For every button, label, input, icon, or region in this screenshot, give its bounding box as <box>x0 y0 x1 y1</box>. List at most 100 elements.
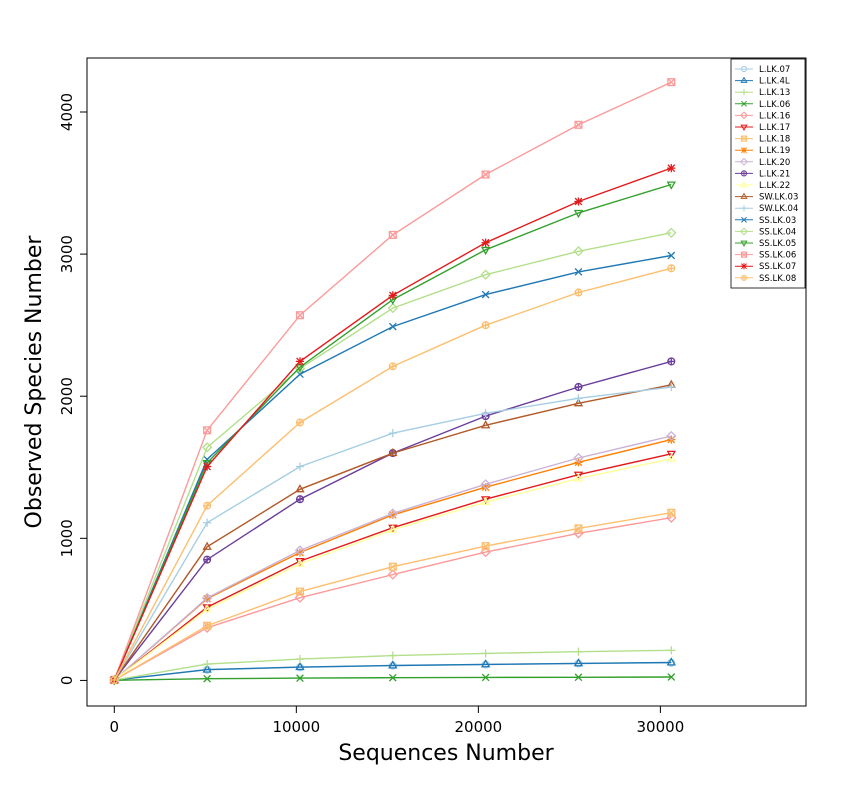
data-point <box>203 621 212 630</box>
data-point <box>202 541 212 550</box>
legend-items: L.LK.07 L.LK.4LL.LK.13 L.LK.06L.LK.16 L.LK.… <box>735 65 798 284</box>
legend-marker <box>740 227 748 236</box>
data-point <box>295 484 305 493</box>
data-point <box>295 357 305 366</box>
y-tick-label: 1000 <box>58 519 76 557</box>
data-point <box>666 181 676 190</box>
data-point <box>480 479 491 490</box>
legend-marker <box>741 100 747 107</box>
legend: L.LK.07 L.LK.4LL.LK.13 L.LK.06L.LK.16 L.LK.… <box>730 58 806 289</box>
data-point <box>667 78 676 87</box>
legend-marker <box>740 240 748 248</box>
legend-label: L.LK.16 <box>759 111 790 121</box>
series-line <box>113 232 672 681</box>
data-point <box>296 370 304 379</box>
data-point <box>574 382 583 392</box>
data-point <box>203 462 212 471</box>
data-point <box>388 562 397 571</box>
legend-item: SW.LK.03 <box>735 192 798 203</box>
data-point <box>294 545 306 556</box>
legend-item: SS.LK.08 <box>735 274 796 284</box>
data-point <box>387 569 398 580</box>
data-point <box>295 661 305 671</box>
y-tick-label: 0 <box>58 676 76 686</box>
data-point <box>667 646 676 655</box>
legend-label: L.LK.21 <box>759 169 790 179</box>
legend-item: SS.LK.05 <box>735 239 796 249</box>
data-point <box>480 420 491 429</box>
y-tick-label: 3000 <box>58 235 76 273</box>
data-point <box>667 382 676 392</box>
plot-layer <box>109 78 677 686</box>
data-point <box>388 429 397 438</box>
data-point <box>666 657 676 666</box>
legend-item: SW.LK.04 <box>735 204 798 214</box>
legend-marker <box>740 274 748 281</box>
legend-marker <box>740 135 748 142</box>
legend-label: L.LK.07 <box>759 65 790 75</box>
data-point <box>481 673 490 682</box>
legend-marker <box>740 192 748 199</box>
data-point <box>574 673 583 682</box>
legend-label: L.LK.18 <box>759 135 790 145</box>
legend-marker <box>740 124 748 132</box>
series-ss-lk-04 <box>109 227 677 686</box>
data-point <box>388 230 397 239</box>
series-line <box>113 458 672 681</box>
legend-item: SS.LK.04 <box>735 227 796 237</box>
legend-label: SS.LK.03 <box>759 216 796 226</box>
legend-item: L.LK.22 <box>735 180 790 191</box>
legend-marker <box>740 65 748 73</box>
data-point <box>295 418 305 427</box>
data-point <box>294 592 306 603</box>
legend-item: L.LK.06 <box>735 100 790 110</box>
data-point <box>203 555 212 564</box>
legend-marker <box>741 216 747 223</box>
data-point <box>481 290 490 299</box>
x-tick-label: 10000 <box>272 718 320 736</box>
legend-item: L.LK.20 <box>735 158 790 168</box>
data-point <box>573 658 584 667</box>
data-point <box>203 501 212 510</box>
data-point <box>481 321 490 330</box>
data-point <box>574 288 583 297</box>
series-line <box>113 517 672 681</box>
data-point <box>480 246 491 256</box>
legend-label: SW.LK.04 <box>759 204 798 214</box>
data-point <box>666 450 676 459</box>
legend-label: L.LK.17 <box>759 123 790 133</box>
data-point <box>481 409 490 418</box>
legend-label: SW.LK.03 <box>759 193 798 203</box>
data-point <box>573 471 584 480</box>
legend-marker <box>740 157 748 166</box>
legend-item: L.LK.16 <box>735 111 790 121</box>
legend-marker <box>740 89 748 96</box>
data-point <box>203 426 212 435</box>
data-point <box>573 246 584 257</box>
legend-label: L.LK.4L <box>759 77 790 87</box>
data-point <box>295 462 305 471</box>
legend-item: L.LK.21 <box>735 169 790 179</box>
data-point <box>574 268 583 276</box>
legend-item: SS.LK.06 <box>735 251 796 261</box>
legend-marker <box>740 263 748 270</box>
data-point <box>202 604 212 613</box>
legend-item: L.LK.07 <box>735 65 790 75</box>
data-point <box>574 647 583 656</box>
x-axis: 0 10000 20000 30000 Sequences Number <box>110 705 684 766</box>
data-point <box>481 649 490 658</box>
legend-label: L.LK.22 <box>759 181 790 191</box>
data-point <box>201 592 213 604</box>
data-point <box>388 291 397 300</box>
data-point <box>480 269 491 280</box>
y-ticks: 0 1000 2000 3000 4000 <box>58 93 87 685</box>
data-point <box>388 362 397 371</box>
data-point <box>667 251 676 260</box>
data-point <box>201 442 213 453</box>
data-point <box>110 675 119 685</box>
legend-label: L.LK.20 <box>759 158 790 168</box>
legend-marker <box>740 205 748 212</box>
data-point <box>573 452 584 464</box>
x-tick-label: 0 <box>110 718 120 736</box>
